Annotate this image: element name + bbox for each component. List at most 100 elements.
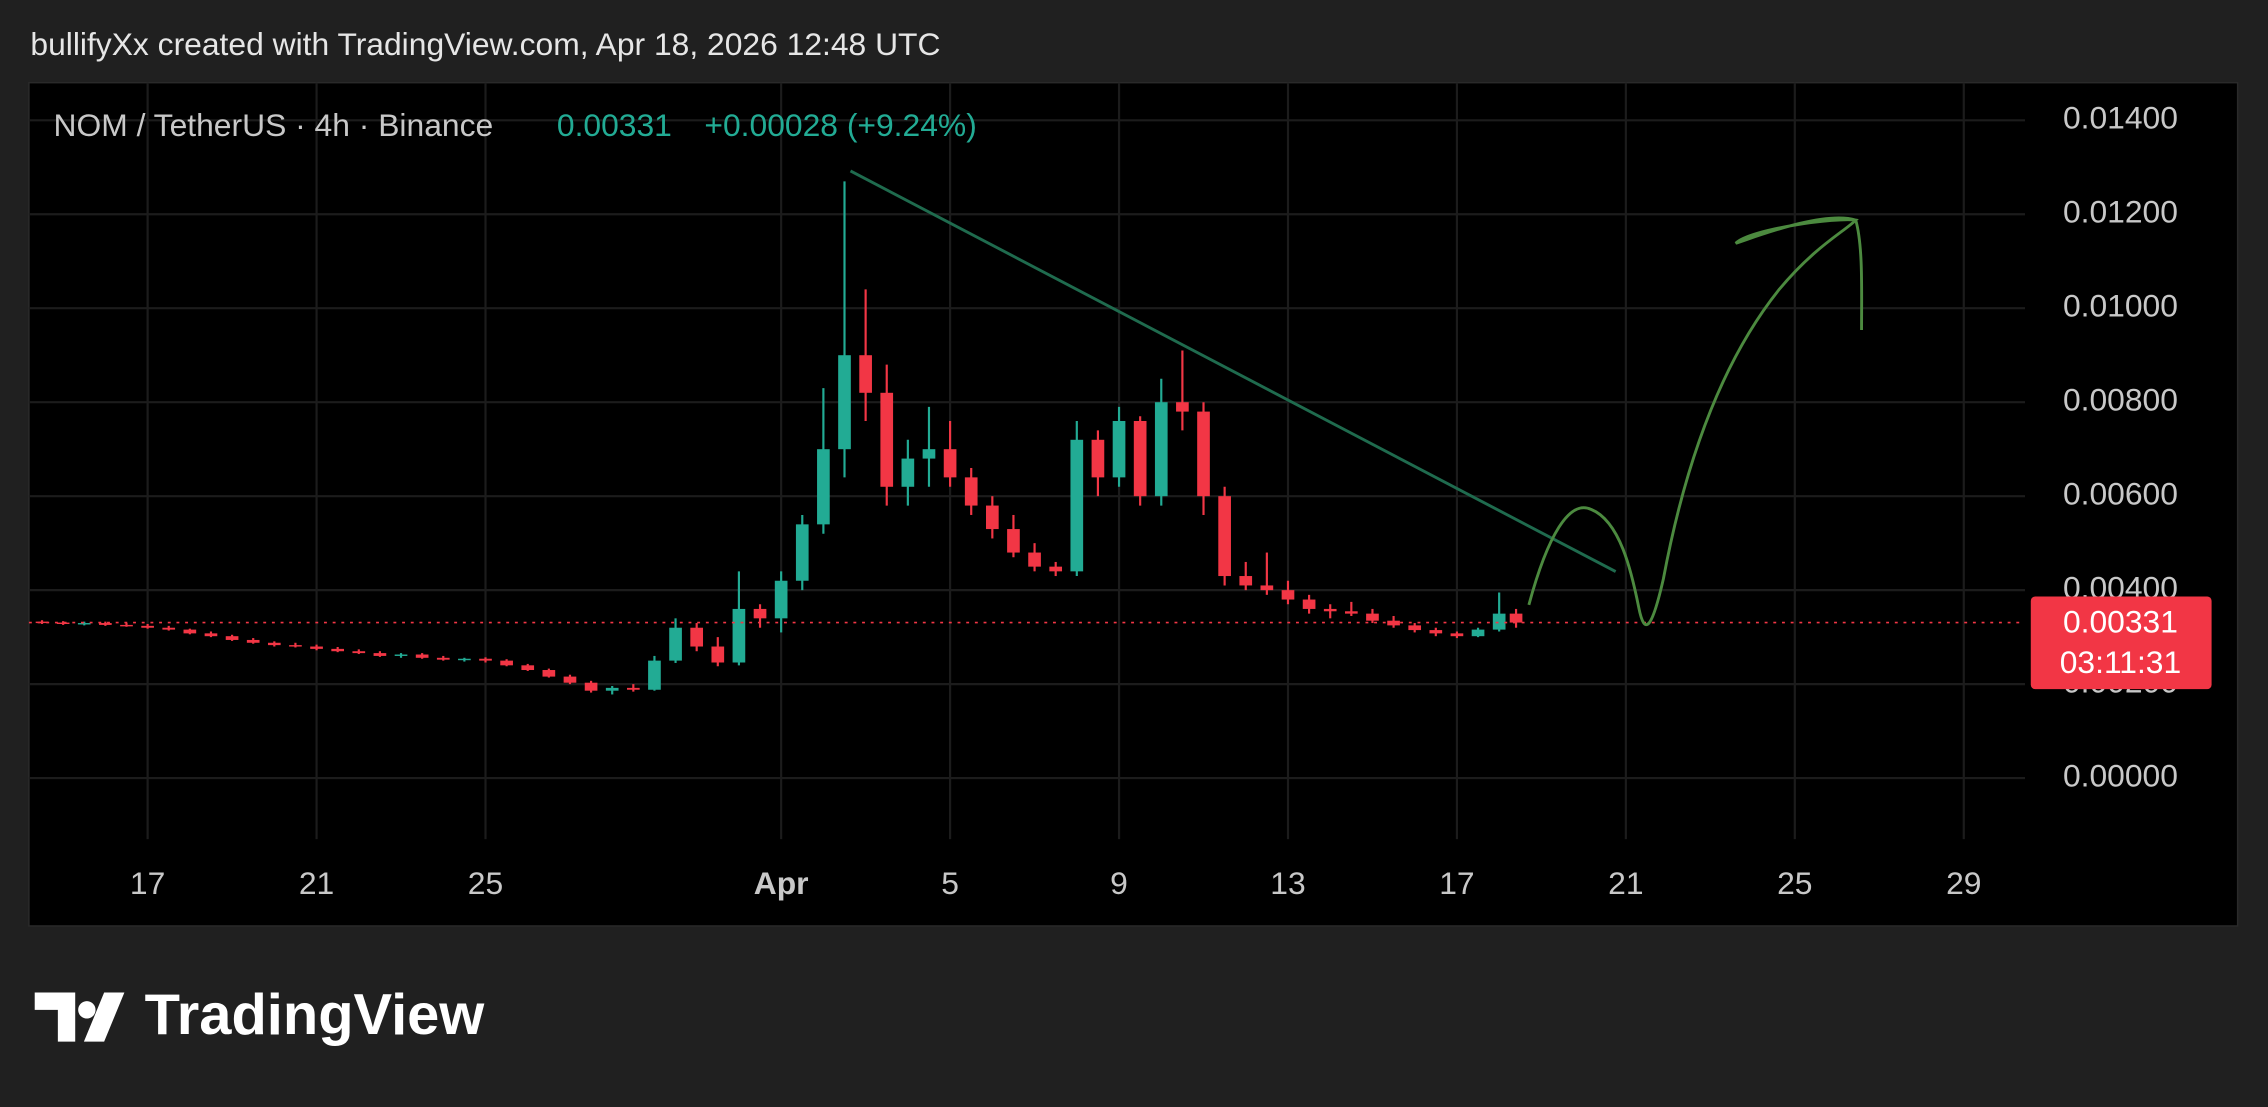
price-badge-label: 0.00331 [2063,603,2178,639]
price-badge [2030,596,2212,690]
x-tick-label: 17 [1439,865,1474,901]
candle-body [436,657,450,660]
grid [28,82,2025,840]
candle-body [479,658,492,661]
candle-body [563,676,577,683]
x-tick-label: 5 [941,865,959,901]
candle-body [1302,599,1316,609]
axes: 0.000000.002000.004000.006000.008000.010… [130,100,2212,901]
candle-body [394,654,408,656]
candle-body [120,624,133,627]
candle-body [267,642,281,646]
candle-body [711,646,725,663]
candle-body [289,645,302,647]
y-tick-label: 0.01400 [2063,100,2178,136]
candle-body [1281,590,1295,600]
candle-body [1429,630,1443,634]
candle-body [1028,552,1041,567]
candle-body [1091,439,1105,478]
candle-body [901,458,915,487]
last-price: 0.00331 [557,107,672,143]
candle-body [310,646,323,649]
candle-body [1323,608,1337,612]
x-tick-label: 21 [1608,865,1643,901]
candle-body [1471,629,1485,637]
candle-body [1176,402,1189,412]
candle-body [817,449,830,525]
candle-body [225,636,239,640]
candle-body [584,682,598,691]
x-tick-label: 25 [1777,865,1812,901]
candle-body [1260,585,1274,591]
y-tick-label: 0.00000 [2063,757,2178,793]
candle-body [352,651,366,654]
candle-body [1197,411,1210,497]
chart-panel [28,81,2239,927]
candle-body [373,653,387,656]
candle-body [1007,529,1020,553]
y-tick-label: 0.01000 [2063,288,2178,324]
candle-body [753,608,767,619]
countdown-label: 03:11:31 [2060,644,2181,680]
candle-body [859,355,872,393]
price-change: +0.00028 (+9.24%) [704,107,976,143]
candle-body [1509,613,1523,623]
candle-body [162,627,176,630]
candle-body [1366,613,1379,621]
candle-body [141,625,154,628]
candle-body [1450,633,1464,637]
candle-body [204,633,218,637]
candle-body [605,687,619,691]
candle-body [415,654,429,658]
x-tick-label: 13 [1270,865,1305,901]
candle-body [732,608,746,663]
candle-body [331,648,345,652]
candle-body [1112,420,1126,478]
header: bullifyXx created with TradingView.com, … [30,26,940,62]
candle-body [1345,611,1358,614]
candle-body [774,580,788,619]
candle-body [690,627,704,647]
x-tick-label: 17 [130,865,165,901]
logo-icon [34,992,125,1042]
candle-body [246,639,260,643]
x-tick-label: 21 [299,865,334,901]
y-tick-label: 0.01200 [2063,194,2178,230]
forecast-arrow [1527,216,1864,627]
trend-line [849,169,1617,573]
candle-body [964,477,978,506]
candle-body [1133,420,1147,497]
x-tick-label: 9 [1110,865,1128,901]
candle-body [56,622,70,625]
candle-body [77,623,91,625]
candle-body [1070,439,1084,572]
candle-body [669,627,682,661]
candle-body [943,449,957,478]
candle-body [648,660,661,690]
x-tick-label: 29 [1946,865,1981,901]
candle-body [626,687,640,690]
candle-body [458,658,471,661]
candle-body [1239,576,1253,586]
candle-body [880,392,894,487]
candle-body [500,660,513,666]
candle-body [35,621,49,624]
candle-body [838,355,851,450]
candle-body [1154,402,1168,497]
candle-body [99,623,112,625]
candle-body [922,449,936,459]
y-tick-label: 0.00800 [2063,382,2178,418]
candle-body [542,670,556,677]
candle-body [1492,613,1506,630]
candle-body [985,505,999,530]
logo-text: TradingView [145,983,486,1047]
candle-body [521,665,535,671]
candle-body [1049,566,1063,572]
candle-body [1218,496,1231,577]
candle-body [795,524,809,581]
symbol-label: NOM / TetherUS · 4h · Binance [54,107,494,143]
y-tick-label: 0.00600 [2063,476,2178,512]
x-tick-label: Apr [754,865,809,901]
